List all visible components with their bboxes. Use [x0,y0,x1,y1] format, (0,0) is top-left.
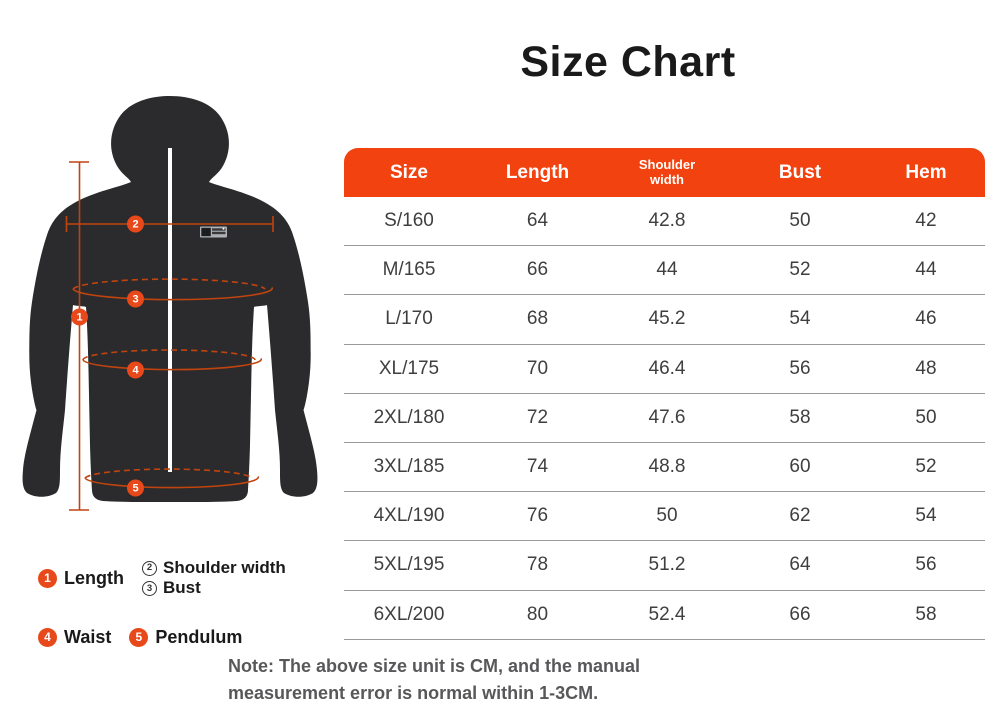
svg-text:3: 3 [132,294,138,306]
svg-text:1: 1 [76,312,82,324]
svg-text:4: 4 [132,365,139,377]
svg-text:2: 2 [132,219,138,231]
svg-text:5: 5 [132,483,138,495]
